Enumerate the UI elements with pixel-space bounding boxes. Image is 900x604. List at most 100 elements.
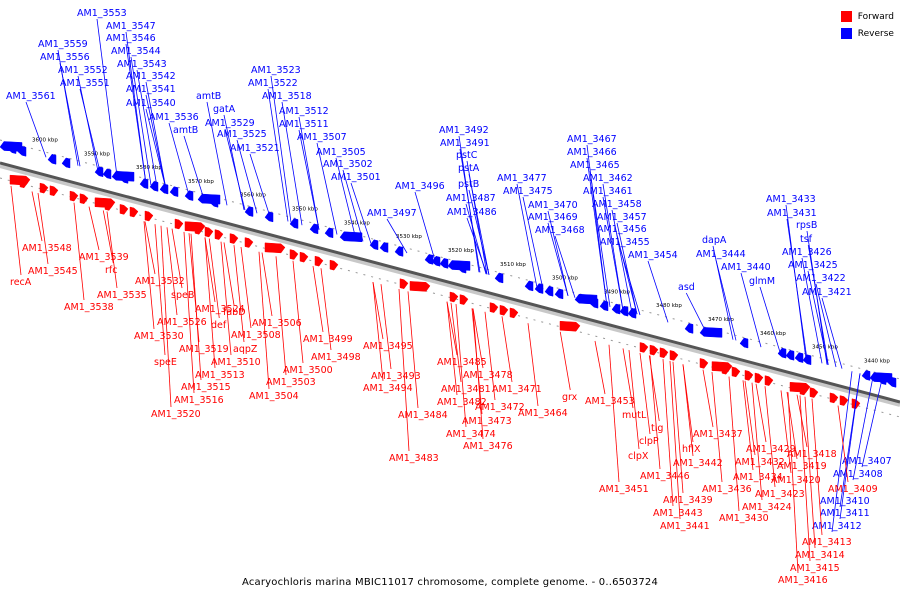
axis-tick-label: 3510 kbp	[500, 262, 526, 268]
forward-gene-label: AM1_3515	[181, 382, 231, 393]
axis-tick-label: 3560 kbp	[240, 193, 266, 199]
forward-gene-label: AM1_3503	[266, 377, 316, 388]
forward-gene-arrow	[499, 304, 509, 316]
reverse-leader-line	[459, 148, 481, 273]
reverse-leader-line	[807, 270, 829, 365]
forward-leader-line	[233, 245, 245, 343]
reverse-gene-arrow	[439, 258, 449, 269]
forward-leader-line	[669, 360, 681, 520]
reverse-gene-label: AM1_3465	[570, 160, 620, 171]
forward-gene-label: AM1_3530	[134, 331, 184, 342]
forward-gene-label: speE	[154, 357, 177, 368]
reverse-gene-label: AM1_3553	[77, 8, 127, 19]
legend: Forward Reverse	[840, 8, 894, 42]
forward-gene-label: AM1_3441	[660, 521, 710, 532]
forward-gene-label: AM1_3493	[371, 371, 421, 382]
forward-leader-line	[88, 206, 100, 251]
reverse-gene-label: amtB	[173, 125, 198, 136]
forward-leader-line	[744, 380, 756, 456]
reverse-gene-arrow	[289, 218, 299, 229]
forward-leader-line	[608, 344, 620, 483]
reverse-gene-label: AM1_3542	[126, 71, 176, 82]
forward-leader-line	[292, 260, 304, 364]
reverse-gene-label: AM1_3462	[583, 173, 633, 184]
forward-gene-arrow	[104, 200, 114, 211]
forward-leader-line	[742, 380, 754, 471]
reverse-gene-label: AM1_3536	[149, 112, 199, 123]
forward-gene-arrow	[799, 384, 809, 396]
forward-gene-arrow	[49, 185, 59, 197]
reverse-gene-label: AM1_3456	[597, 224, 647, 235]
forward-leader-line	[320, 268, 332, 351]
forward-gene-arrow	[559, 320, 581, 332]
reverse-gene-arrow	[47, 153, 57, 165]
forward-gene-arrow	[449, 291, 459, 303]
reverse-gene-arrow	[184, 190, 194, 201]
reverse-gene-arrow	[802, 354, 812, 366]
forward-leader-line	[711, 372, 723, 483]
axis-tick-label: 3460 kbp	[760, 331, 786, 337]
reverse-gene-label: amtB	[196, 91, 221, 102]
reverse-gene-arrow	[599, 300, 609, 312]
reverse-gene-arrow	[794, 352, 804, 363]
reverse-leader-line	[831, 371, 853, 533]
forward-leader-line	[787, 392, 799, 574]
axis-tick-label: 3540 kbp	[344, 220, 370, 226]
forward-gene-label: AM1_3498	[311, 352, 361, 363]
forward-gene-label: AM1_3471	[492, 384, 542, 395]
reverse-gene-label: AM1_3469	[528, 212, 578, 223]
reverse-gene-label: AM1_3525	[217, 129, 267, 140]
forward-gene-label: def	[211, 320, 227, 331]
forward-gene-arrow	[509, 307, 519, 319]
reverse-leader-line	[125, 43, 147, 184]
reverse-gene-label: AM1_3543	[117, 59, 167, 70]
reverse-gene-label: AM1_3507	[297, 132, 347, 143]
figure-caption: Acaryochloris marina MBIC11017 chromosom…	[241, 577, 659, 588]
forward-gene-arrow	[19, 177, 29, 189]
forward-gene-arrow	[829, 392, 839, 404]
axis-tick-label: 3580 kbp	[136, 165, 162, 171]
forward-leader-line	[799, 395, 811, 562]
legend-reverse-label: Reverse	[857, 28, 894, 39]
forward-gene-label: speB	[171, 290, 194, 301]
forward-leader-line	[751, 382, 763, 501]
reverse-gene-arrow	[94, 166, 104, 178]
forward-leader-line	[10, 185, 22, 276]
forward-gene-label: AM1_3443	[653, 508, 703, 519]
forward-gene-label: aqpZ	[233, 344, 258, 355]
forward-gene-label: AM1_3478	[463, 370, 513, 381]
forward-gene-label: fabD	[223, 307, 246, 318]
forward-gene-label: AM1_3504	[249, 391, 299, 402]
forward-gene-label: clpP	[639, 436, 659, 447]
reverse-leader-line	[602, 196, 624, 311]
reverse-gene-label: AM1_3468	[535, 225, 585, 236]
reverse-gene-label: AM1_3408	[833, 469, 883, 480]
forward-leader-line	[166, 227, 178, 316]
forward-leader-line	[682, 364, 694, 457]
forward-gene-label: AM1_3484	[398, 410, 448, 421]
forward-gene-label: AM1_3418	[787, 449, 837, 460]
reverse-gene-arrow	[619, 305, 629, 317]
forward-gene-arrow	[459, 294, 469, 305]
reverse-leader-line	[130, 56, 152, 186]
reverse-gene-label: AM1_3487	[446, 193, 496, 204]
reverse-gene-label: AM1_3457	[597, 212, 647, 223]
reverse-gene-arrow	[244, 206, 254, 217]
forward-leader-line	[559, 331, 571, 391]
reverse-leader-line	[611, 209, 633, 313]
reverse-gene-label: AM1_3412	[812, 521, 862, 532]
forward-leader-line	[223, 242, 235, 306]
reverse-leader-line	[815, 283, 837, 368]
reverse-gene-label: AM1_3512	[279, 106, 329, 117]
reverse-leader-line	[342, 169, 364, 242]
reverse-leader-line	[468, 189, 490, 275]
reverse-leader-line	[96, 18, 118, 177]
forward-leader-line	[446, 301, 458, 396]
forward-gene-arrow	[204, 226, 214, 238]
forward-gene-label: AM1_3474	[446, 429, 496, 440]
reverse-leader-line	[183, 135, 205, 200]
forward-gene-arrow	[119, 204, 129, 215]
reverse-leader-line	[589, 170, 611, 308]
forward-leader-line	[171, 228, 183, 289]
reverse-gene-label: AM1_3556	[40, 52, 90, 63]
